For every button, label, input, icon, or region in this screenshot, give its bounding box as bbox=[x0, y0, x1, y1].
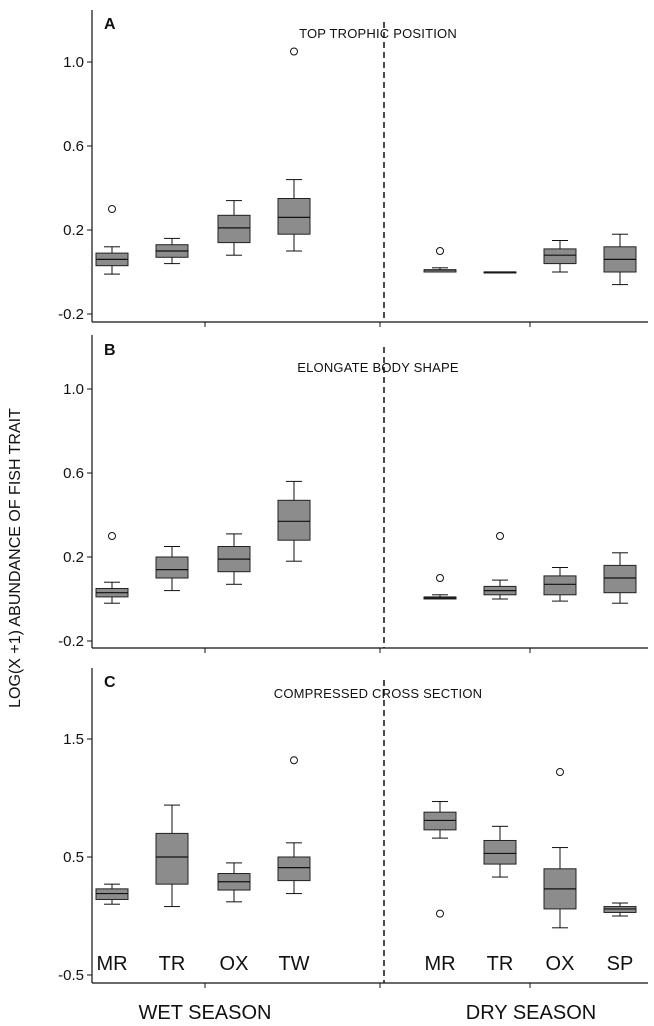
outlier-point bbox=[436, 247, 444, 255]
iqr-box bbox=[603, 564, 637, 594]
iqr-box bbox=[543, 248, 577, 265]
panel-title: COMPRESSED CROSS SECTION bbox=[274, 686, 483, 701]
category-label: TW bbox=[278, 953, 309, 975]
category-label: TR bbox=[487, 953, 514, 975]
box-wet-mr: MR bbox=[95, 883, 129, 975]
outlier-point bbox=[290, 47, 298, 56]
y-tick-label: 1.0 bbox=[63, 54, 84, 71]
y-tick-label: -0.2 bbox=[58, 633, 84, 650]
y-tick-label: 1.0 bbox=[63, 381, 84, 398]
box-wet-tw: TW bbox=[277, 756, 311, 975]
box-dry-mr: MR bbox=[423, 801, 457, 975]
box-wet-ox bbox=[217, 533, 251, 585]
box-wet-mr bbox=[95, 532, 129, 604]
box-wet-tr bbox=[155, 546, 189, 592]
y-tick-label: 1.5 bbox=[63, 731, 84, 748]
iqr-box bbox=[277, 198, 311, 235]
box-dry-mr bbox=[423, 247, 457, 273]
iqr-box bbox=[483, 839, 517, 865]
outlier-point bbox=[108, 205, 116, 213]
iqr-box bbox=[277, 499, 311, 541]
box-wet-ox: OX bbox=[217, 862, 251, 975]
category-label: OX bbox=[220, 953, 249, 975]
box-wet-ox bbox=[217, 200, 251, 256]
wet-season-label: WET SEASON bbox=[139, 1002, 272, 1024]
iqr-box bbox=[543, 575, 577, 596]
box-wet-tr bbox=[155, 237, 189, 265]
outlier-point bbox=[290, 756, 298, 765]
box-dry-sp bbox=[603, 552, 637, 604]
box-dry-ox bbox=[543, 567, 577, 602]
box-wet-tw bbox=[277, 47, 311, 252]
y-tick-label: -0.5 bbox=[58, 967, 84, 984]
y-axis-label: LOG(X +1) ABUNDANCE OF FISH TRAIT bbox=[7, 408, 24, 708]
y-tick-label: 0.5 bbox=[63, 849, 84, 866]
dry-season-label: DRY SEASON bbox=[466, 1002, 596, 1024]
y-tick-label: 0.6 bbox=[63, 138, 84, 155]
outlier-point bbox=[496, 532, 504, 540]
iqr-box bbox=[217, 214, 251, 244]
category-label: SP bbox=[607, 953, 634, 975]
box-dry-tr bbox=[483, 271, 517, 274]
panel-title: TOP TROPHIC POSITION bbox=[299, 26, 457, 41]
iqr-box bbox=[155, 832, 189, 885]
y-tick-label: 0.6 bbox=[63, 465, 84, 482]
y-tick-label: 0.2 bbox=[63, 549, 84, 566]
y-tick-label: 0.2 bbox=[63, 222, 84, 239]
box-dry-tr: TR bbox=[483, 825, 517, 975]
category-label: TR bbox=[159, 953, 186, 975]
iqr-box bbox=[277, 856, 311, 882]
panel-letter: B bbox=[104, 342, 116, 359]
panels: -0.2 0.2 0.6 1.0 A TOP TROPHIC POSITION -0.2 0.… bbox=[58, 10, 648, 988]
panel-c: -0.5 0.5 1.5 C COMPRESSED CROSS SECTION MR TR O… bbox=[58, 668, 648, 988]
box-dry-sp: SP bbox=[603, 902, 637, 975]
category-label: MR bbox=[96, 953, 127, 975]
category-label: MR bbox=[424, 953, 455, 975]
box-dry-mr bbox=[423, 574, 457, 600]
box-dry-tr bbox=[483, 532, 517, 600]
panel-letter: A bbox=[104, 16, 116, 33]
box-wet-tr: TR bbox=[155, 804, 189, 975]
panel-title: ELONGATE BODY SHAPE bbox=[297, 360, 459, 375]
box-wet-tw bbox=[277, 480, 311, 562]
iqr-box bbox=[155, 556, 189, 579]
outlier-point bbox=[436, 909, 444, 918]
box-dry-sp bbox=[603, 233, 637, 286]
panel-a: -0.2 0.2 0.6 1.0 A TOP TROPHIC POSITION bbox=[58, 10, 648, 327]
y-tick-label: -0.2 bbox=[58, 306, 84, 323]
outlier-point bbox=[108, 532, 116, 540]
outlier-point bbox=[436, 574, 444, 582]
outlier-point bbox=[556, 768, 564, 777]
category-label: OX bbox=[546, 953, 575, 975]
box-dry-ox: OX bbox=[543, 768, 577, 975]
box-dry-ox bbox=[543, 240, 577, 273]
box-wet-mr bbox=[95, 205, 129, 275]
panel-b: -0.2 0.2 0.6 1.0 B ELONGATE BODY SHAPE bbox=[58, 335, 648, 653]
panel-letter: C bbox=[104, 674, 116, 691]
